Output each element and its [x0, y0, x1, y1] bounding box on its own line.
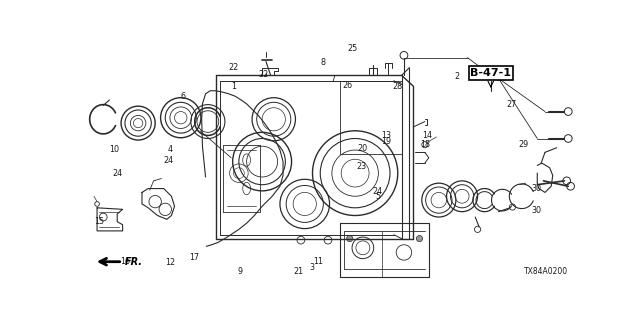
Circle shape — [347, 236, 353, 242]
Text: 28: 28 — [392, 82, 403, 91]
Text: 2: 2 — [454, 72, 460, 81]
Text: 29: 29 — [519, 140, 529, 149]
Text: FR.: FR. — [125, 257, 143, 267]
Text: 30: 30 — [531, 184, 541, 193]
Text: 4: 4 — [168, 145, 173, 154]
Text: 24: 24 — [163, 156, 173, 165]
Text: 3: 3 — [310, 263, 315, 272]
Text: 1: 1 — [231, 82, 236, 91]
Text: 10: 10 — [109, 145, 119, 154]
Text: 24: 24 — [372, 187, 383, 196]
Text: 20: 20 — [358, 144, 368, 153]
Text: 25: 25 — [348, 44, 358, 53]
Text: 14: 14 — [422, 131, 432, 140]
Text: 6: 6 — [180, 92, 186, 101]
Text: TX84A0200: TX84A0200 — [524, 267, 568, 276]
Text: 16: 16 — [120, 257, 131, 266]
Text: B-47-1: B-47-1 — [470, 68, 511, 78]
Text: 9: 9 — [237, 267, 243, 276]
Text: 15: 15 — [94, 218, 104, 227]
Text: 22: 22 — [259, 70, 269, 79]
Text: 30: 30 — [531, 206, 541, 215]
Text: 13: 13 — [381, 131, 392, 140]
Text: 23: 23 — [356, 162, 367, 171]
Text: 17: 17 — [189, 253, 199, 262]
Text: 19: 19 — [381, 137, 392, 146]
Text: 12: 12 — [165, 258, 175, 267]
Text: 24: 24 — [112, 169, 122, 179]
Text: 21: 21 — [293, 267, 303, 276]
Text: 27: 27 — [506, 100, 516, 109]
Text: 5: 5 — [375, 192, 380, 201]
Text: 26: 26 — [343, 81, 353, 90]
Circle shape — [417, 236, 422, 242]
Text: 8: 8 — [321, 58, 326, 67]
Text: 22: 22 — [228, 63, 239, 72]
Text: 11: 11 — [313, 257, 323, 266]
Text: 18: 18 — [420, 140, 429, 149]
Text: 7: 7 — [330, 75, 335, 84]
